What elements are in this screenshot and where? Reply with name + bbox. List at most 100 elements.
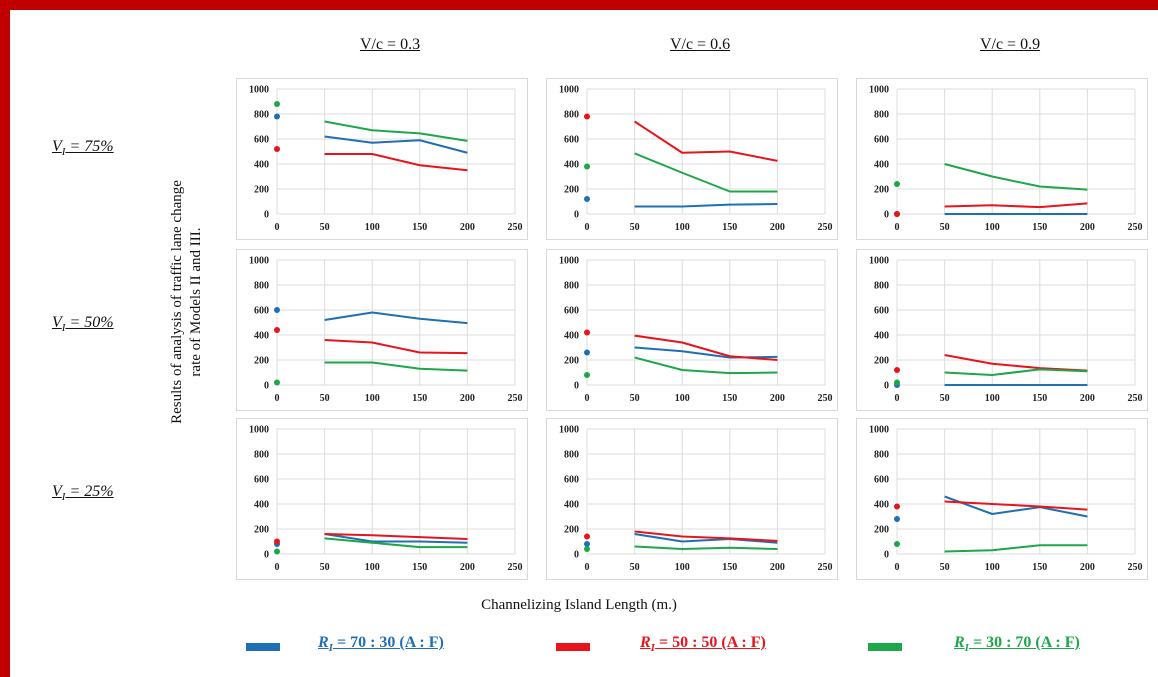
- series-line-2: [324, 533, 468, 540]
- y-tick-label: 800: [564, 450, 579, 461]
- chart-svg: 0 200 400 600 800 1000 0 50 100 150 200 250: [869, 256, 1143, 405]
- y-tick-label: 400: [254, 160, 269, 171]
- series-line-3: [944, 544, 1088, 553]
- y-tick-label: 800: [254, 281, 269, 292]
- column-title-vc-0-6: V/c = 0.6: [669, 36, 731, 53]
- x-tick-label: 250: [1128, 393, 1143, 404]
- series-line-2: [944, 354, 1088, 372]
- y-tick-label: 600: [564, 135, 579, 146]
- x-tick-label: 200: [1080, 222, 1095, 233]
- series-line-3: [634, 356, 778, 375]
- legend-label-30-70: RI = 30 : 70 (A : F): [954, 634, 1080, 654]
- y-tick-label: 0: [884, 381, 889, 392]
- column-title-vc-0-9: V/c = 0.9: [979, 36, 1041, 53]
- series-line-3: [634, 152, 778, 193]
- chart-svg: 0 200 400 600 800 1000 0 50 100 150 200 250: [559, 85, 833, 234]
- series-line-3: [324, 120, 468, 142]
- y-axis-title-line2: rate of Models II and III.: [188, 227, 204, 377]
- y-tick-label: 200: [564, 185, 579, 196]
- y-tick-label: 0: [884, 550, 889, 561]
- series-point-zero-3: [584, 163, 590, 170]
- series-line-3: [944, 368, 1088, 376]
- y-tick-label: 400: [874, 331, 889, 342]
- series-point-zero-3: [894, 541, 900, 547]
- x-tick-label: 0: [275, 222, 280, 233]
- chart-panel-3-3: 0 200 400 600 800 1000 0 50 100 150 200 250: [856, 418, 1148, 580]
- x-tick-label: 50: [940, 222, 950, 233]
- x-tick-label: 150: [722, 222, 737, 233]
- series-line-1: [634, 203, 778, 208]
- y-tick-label: 800: [874, 110, 889, 121]
- y-tick-label: 400: [564, 160, 579, 171]
- x-tick-label: 250: [508, 562, 523, 573]
- series-point-zero-2: [584, 329, 590, 336]
- x-tick-label: 100: [985, 222, 1000, 233]
- y-tick-label: 200: [254, 525, 269, 536]
- series-line-1: [944, 495, 1088, 518]
- y-tick-label: 0: [264, 550, 269, 561]
- y-tick-label: 600: [874, 306, 889, 317]
- series-line-2: [634, 530, 778, 542]
- series-point-zero-2: [584, 113, 590, 120]
- x-tick-label: 50: [630, 393, 640, 404]
- frame-left-border: [0, 0, 10, 677]
- x-tick-label: 100: [365, 222, 380, 233]
- x-tick-label: 100: [985, 562, 1000, 573]
- y-axis-title-line1: Results of analysis of traffic lane chan…: [169, 180, 185, 424]
- x-tick-label: 100: [675, 562, 690, 573]
- series-point-zero-3: [894, 379, 900, 386]
- y-tick-label: 200: [254, 356, 269, 367]
- x-tick-label: 0: [895, 222, 900, 233]
- series-line-3: [634, 545, 778, 550]
- x-tick-label: 50: [940, 562, 950, 573]
- chart-svg: 0 200 400 600 800 1000 0 50 100 150 200 250: [869, 425, 1143, 574]
- y-tick-label: 800: [564, 110, 579, 121]
- y-tick-label: 1000: [869, 256, 889, 267]
- chart-panel-2-2: 0 200 400 600 800 1000 0 50 100 150 200 250: [546, 249, 838, 411]
- y-tick-label: 1000: [249, 85, 269, 96]
- x-tick-label: 200: [1080, 562, 1095, 573]
- y-tick-label: 600: [874, 475, 889, 486]
- x-tick-label: 250: [818, 222, 833, 233]
- y-tick-label: 0: [574, 381, 579, 392]
- x-tick-label: 200: [1080, 393, 1095, 404]
- x-tick-label: 150: [412, 393, 427, 404]
- legend-label-70-30: RI = 70 : 30 (A : F): [318, 634, 444, 654]
- chart-panel-2-3: 0 200 400 600 800 1000 0 50 100 150 200 250: [856, 249, 1148, 411]
- y-tick-label: 0: [264, 381, 269, 392]
- y-tick-label: 800: [874, 450, 889, 461]
- x-tick-label: 50: [320, 393, 330, 404]
- series-point-zero-2: [894, 503, 900, 510]
- series-point-zero-2: [584, 533, 590, 540]
- y-tick-label: 600: [564, 306, 579, 317]
- y-tick-label: 200: [564, 356, 579, 367]
- y-tick-label: 0: [574, 210, 579, 221]
- series-line-2: [634, 334, 778, 361]
- series-line-1: [324, 533, 468, 544]
- y-tick-label: 600: [254, 475, 269, 486]
- series-point-zero-2: [274, 538, 280, 545]
- y-tick-label: 400: [564, 331, 579, 342]
- x-axis-title: Channelizing Island Length (m.): [481, 597, 677, 613]
- y-tick-label: 200: [874, 356, 889, 367]
- series-line-2: [944, 202, 1088, 209]
- chart-panel-2-1: 0 200 400 600 800 1000 0 50 100 150 200 250: [236, 249, 528, 411]
- y-tick-label: 600: [564, 475, 579, 486]
- series-point-zero-2: [894, 211, 900, 217]
- series-point-zero-2: [274, 146, 280, 152]
- x-tick-label: 150: [722, 562, 737, 573]
- x-tick-label: 150: [1032, 393, 1047, 404]
- x-tick-label: 100: [985, 393, 1000, 404]
- x-tick-label: 100: [365, 393, 380, 404]
- x-tick-label: 50: [320, 222, 330, 233]
- series-line-1: [324, 135, 468, 154]
- chart-panel-1-3: 0 200 400 600 800 1000 0 50 100 150 200 250: [856, 78, 1148, 240]
- column-title-vc-0-3: V/c = 0.3: [359, 36, 421, 53]
- y-tick-label: 1000: [869, 425, 889, 436]
- x-tick-label: 250: [818, 393, 833, 404]
- x-tick-label: 150: [1032, 562, 1047, 573]
- legend-swatch-green: [868, 643, 902, 651]
- legend-swatch-red: [556, 643, 590, 651]
- x-tick-label: 0: [895, 393, 900, 404]
- y-tick-label: 0: [884, 210, 889, 221]
